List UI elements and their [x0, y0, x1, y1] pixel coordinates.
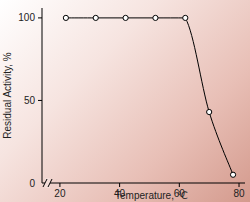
point: [207, 109, 212, 114]
point: [123, 15, 128, 20]
point: [63, 15, 68, 20]
marks: [63, 15, 235, 177]
x-tick-label: 80: [233, 188, 245, 199]
line: [66, 18, 233, 175]
x-axis-label: Temperature, ℃: [115, 190, 188, 201]
y-tick: [38, 100, 42, 101]
y-tick: [38, 17, 42, 18]
x-tick-label: 20: [54, 188, 66, 199]
axis-break: [48, 179, 52, 187]
y-tick-label: 0: [29, 178, 35, 189]
x-tick: [59, 183, 60, 187]
axis-break-gap: [45, 178, 50, 188]
x-tick: [179, 183, 180, 187]
x-tick: [119, 183, 120, 187]
x-axis: [42, 183, 245, 184]
point: [153, 15, 158, 20]
y-tick-label: 100: [18, 12, 35, 23]
y-axis: [42, 8, 43, 183]
axis-break: [43, 179, 47, 187]
x-tick: [239, 183, 240, 187]
point: [93, 15, 98, 20]
chart: 05010020406080Temperature, ℃Residual Act…: [0, 0, 250, 202]
y-tick-label: 50: [24, 95, 36, 106]
point: [183, 15, 188, 20]
point: [230, 172, 235, 177]
y-axis-label: Residual Activity, %: [2, 52, 13, 139]
